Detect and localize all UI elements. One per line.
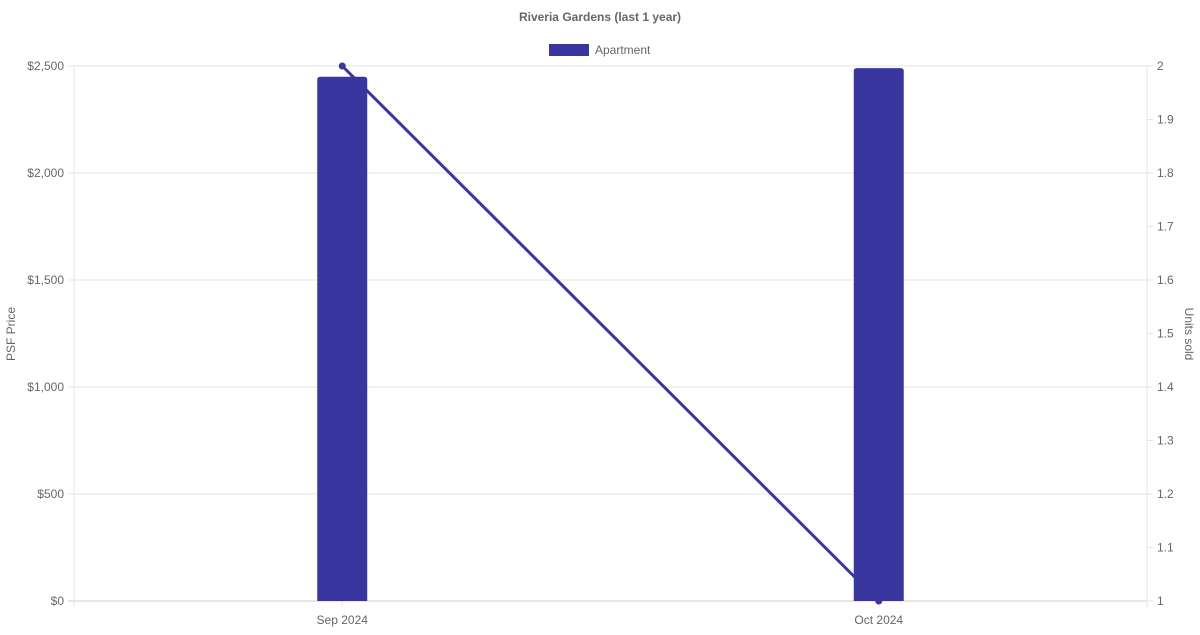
units-sold-point-1[interactable] — [875, 597, 883, 605]
y2-tick-label: 1.3 — [1157, 434, 1174, 448]
bar-sep-2024[interactable] — [317, 76, 368, 601]
y2-tick-label: 2 — [1157, 59, 1164, 73]
legend-swatch-apartment[interactable] — [549, 44, 589, 56]
y2-axis-label: Units sold — [1182, 308, 1196, 361]
y2-tick-label: 1.4 — [1157, 380, 1174, 394]
bar-oct-2024[interactable] — [853, 68, 904, 601]
units-sold-line — [341, 64, 880, 603]
y2-tick-label: 1.9 — [1157, 113, 1174, 127]
x-tick-label: Sep 2024 — [317, 613, 369, 627]
y-tick-label: $500 — [37, 487, 64, 501]
y-tick-label: $2,500 — [27, 59, 64, 73]
chart-title: Riveria Gardens (last 1 year) — [519, 10, 681, 24]
y2-tick-label: 1.1 — [1157, 541, 1174, 555]
y-tick-label: $1,500 — [27, 273, 64, 287]
y2-tick-label: 1.6 — [1157, 273, 1174, 287]
y2-tick-label: 1.7 — [1157, 220, 1174, 234]
y-tick-label: $0 — [51, 594, 65, 608]
y-tick-label: $1,000 — [27, 380, 64, 394]
y2-tick-label: 1.2 — [1157, 487, 1174, 501]
y2-tick-label: 1.5 — [1157, 327, 1174, 341]
x-tick-label: Oct 2024 — [854, 613, 903, 627]
y2-tick-label: 1.8 — [1157, 166, 1174, 180]
units-sold-point-0[interactable] — [338, 62, 346, 70]
y-axis-label: PSF Price — [4, 307, 18, 361]
legend-label-apartment[interactable]: Apartment — [595, 43, 651, 57]
y-tick-label: $2,000 — [27, 166, 64, 180]
y2-tick-label: 1 — [1157, 594, 1164, 608]
